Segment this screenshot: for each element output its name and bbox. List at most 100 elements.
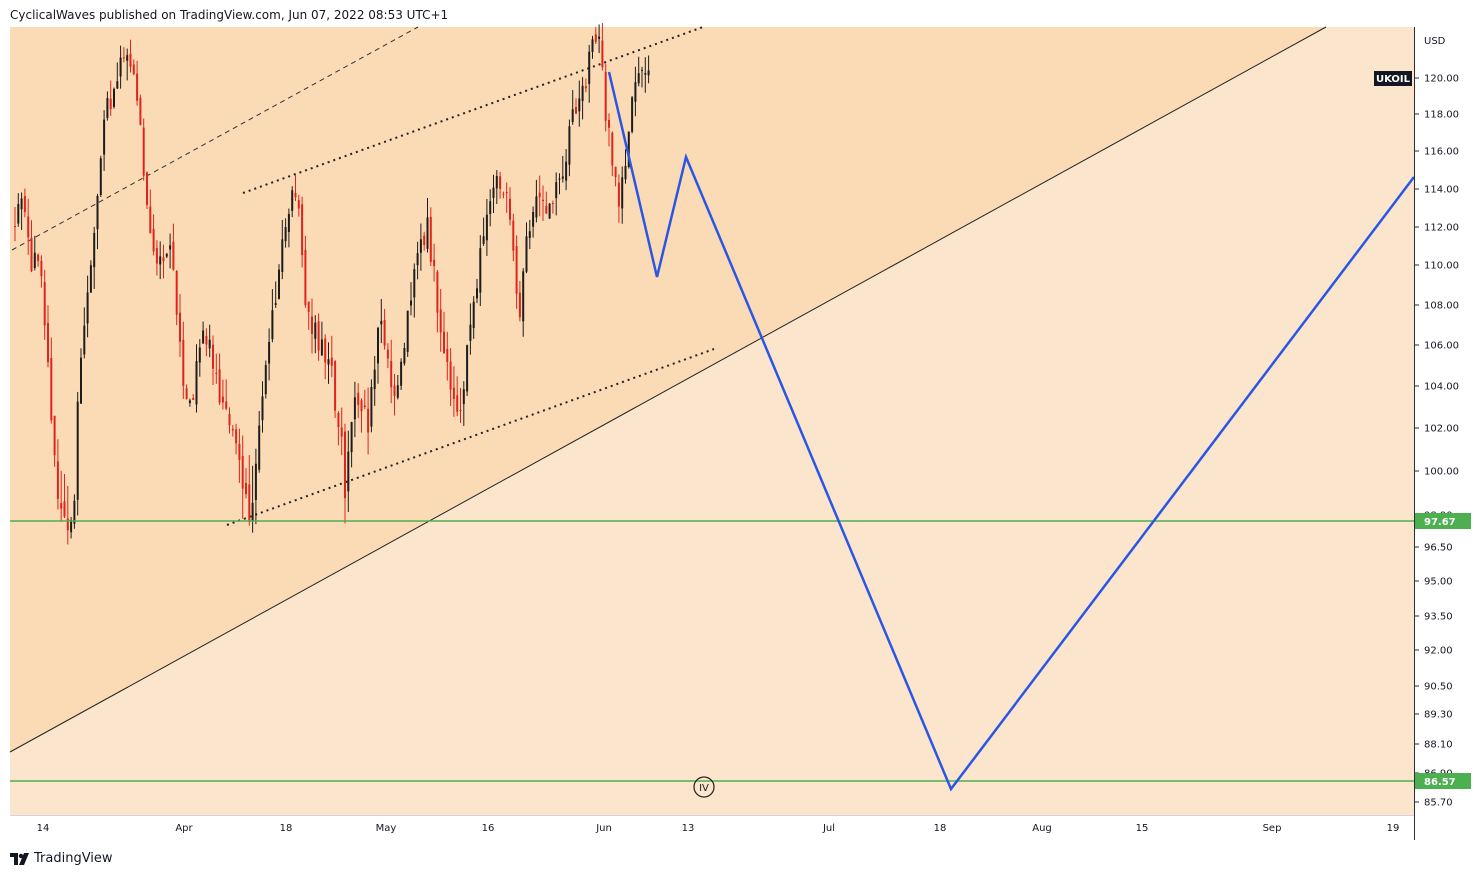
candle-body bbox=[403, 348, 406, 364]
candle-body bbox=[17, 204, 20, 224]
price-tick-label: 92.00 bbox=[1424, 646, 1453, 657]
time-tick-label: Aug bbox=[1032, 823, 1052, 834]
tradingview-brand: TradingView bbox=[34, 851, 113, 866]
candle-body bbox=[459, 410, 462, 412]
candle-body bbox=[60, 503, 63, 509]
support-price-tag bbox=[1415, 773, 1471, 789]
candle-body bbox=[594, 34, 597, 42]
candle-body bbox=[584, 86, 587, 89]
candle-body bbox=[449, 361, 452, 390]
candle-body bbox=[324, 338, 327, 363]
candle-body bbox=[20, 198, 23, 210]
candle-body bbox=[80, 357, 82, 404]
symbol-label: UKOIL bbox=[1376, 74, 1411, 85]
candle-body bbox=[413, 269, 416, 298]
candle-body bbox=[469, 324, 472, 341]
candle-body bbox=[185, 388, 188, 400]
candle-body bbox=[555, 182, 558, 199]
candle-body bbox=[43, 282, 46, 326]
time-tick-label: May bbox=[376, 823, 397, 834]
wave-projection-line[interactable] bbox=[607, 71, 1415, 792]
candle-body bbox=[373, 369, 376, 390]
price-tick-label: 90.50 bbox=[1424, 682, 1453, 693]
candle-body bbox=[93, 232, 96, 268]
price-tick-label: 85.70 bbox=[1424, 798, 1453, 809]
candle-body bbox=[261, 396, 264, 421]
symbol-badge[interactable]: UKOIL bbox=[1374, 71, 1412, 86]
candle-body bbox=[281, 239, 284, 272]
candle-body bbox=[631, 97, 634, 132]
candle-body bbox=[103, 119, 106, 155]
candle-body bbox=[479, 248, 482, 293]
candle-body bbox=[518, 292, 521, 318]
candle-body bbox=[311, 316, 313, 334]
candle-body bbox=[63, 501, 66, 517]
candle-body bbox=[568, 126, 571, 165]
candle-body bbox=[314, 322, 317, 339]
candle-body bbox=[142, 127, 145, 176]
wave-iv-label: IV bbox=[699, 783, 709, 794]
candle-body bbox=[284, 226, 287, 242]
support-price-tags: 97.67 86.57 bbox=[1415, 513, 1471, 789]
price-tick-label: 88.10 bbox=[1424, 740, 1453, 751]
candle-body bbox=[604, 71, 607, 121]
candle-body bbox=[235, 429, 238, 444]
candle-body bbox=[37, 254, 40, 262]
candle-body bbox=[495, 176, 498, 189]
candle-body bbox=[86, 292, 89, 324]
lower-dotted-channel-line[interactable] bbox=[226, 348, 715, 526]
time-tick-label: Jun bbox=[595, 823, 612, 834]
candle-body bbox=[268, 341, 271, 364]
candle-body bbox=[155, 248, 158, 264]
candle-body bbox=[377, 327, 379, 364]
price-tick-label: 114.00 bbox=[1424, 185, 1459, 196]
candle-body bbox=[492, 187, 495, 198]
candle-body bbox=[608, 119, 610, 128]
price-tick-label: 104.00 bbox=[1424, 382, 1459, 393]
candle-body bbox=[70, 520, 73, 533]
price-tick-label: 120.00 bbox=[1424, 74, 1459, 85]
candle-body bbox=[347, 451, 350, 492]
price-axis-background[interactable] bbox=[1415, 27, 1478, 815]
candle-body bbox=[565, 161, 568, 181]
candle-body bbox=[400, 361, 403, 386]
time-tick-label: 15 bbox=[1136, 823, 1149, 834]
price-tick-label: 93.50 bbox=[1424, 612, 1453, 623]
candle-body bbox=[548, 203, 551, 219]
price-tick-label: 96.50 bbox=[1424, 543, 1453, 554]
candle-body bbox=[264, 365, 267, 395]
candle-body bbox=[14, 226, 16, 228]
candle-body bbox=[561, 176, 564, 179]
tradingview-footer[interactable]: TradingView bbox=[10, 851, 113, 866]
candle-body bbox=[182, 339, 185, 386]
candle-body bbox=[301, 204, 304, 256]
candle-body bbox=[317, 321, 320, 351]
candle-body bbox=[360, 400, 363, 412]
price-tick-label: 116.00 bbox=[1424, 147, 1459, 158]
candle-body bbox=[241, 455, 244, 489]
candle-body bbox=[393, 385, 396, 396]
candle-body bbox=[109, 98, 112, 110]
price-tick-label: 100.00 bbox=[1424, 467, 1459, 478]
candle-body bbox=[406, 310, 409, 352]
candle-body bbox=[522, 271, 525, 322]
candle-body bbox=[208, 339, 211, 349]
candle-body bbox=[136, 73, 139, 101]
price-tick-label: 110.00 bbox=[1424, 261, 1459, 272]
candle-body bbox=[218, 369, 221, 403]
candle-body bbox=[165, 253, 168, 257]
price-tick-label: 95.00 bbox=[1424, 577, 1453, 588]
candle-body bbox=[291, 190, 294, 211]
candle-body bbox=[274, 303, 277, 305]
candle-body bbox=[439, 309, 442, 333]
candle-body bbox=[386, 349, 389, 359]
candle-body bbox=[212, 344, 214, 369]
candle-body bbox=[410, 300, 412, 306]
candle-body bbox=[617, 182, 620, 207]
main-ascending-trendline[interactable] bbox=[9, 26, 1327, 753]
candle-body bbox=[370, 386, 373, 427]
candle-body bbox=[129, 53, 132, 67]
candle-body bbox=[611, 132, 614, 166]
time-tick-label: 13 bbox=[682, 823, 695, 834]
